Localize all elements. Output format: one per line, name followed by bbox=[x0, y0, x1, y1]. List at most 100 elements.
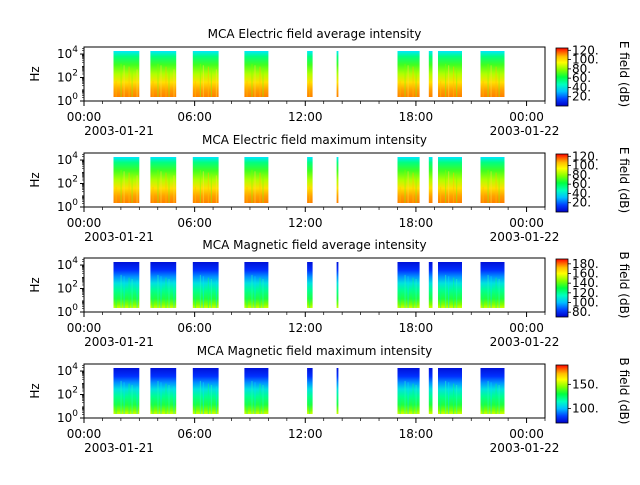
spectrogram-streak bbox=[259, 277, 261, 308]
x-tick-label: 12:00 bbox=[288, 321, 323, 335]
colorbar-tick-label: 80. bbox=[572, 168, 591, 182]
spectrogram-streak bbox=[453, 383, 455, 414]
spectrogram-streak bbox=[123, 276, 125, 308]
spectrogram-streak bbox=[173, 386, 175, 414]
spectrogram-streak bbox=[445, 169, 447, 203]
spectrogram-streak bbox=[128, 277, 130, 308]
spectrogram-streak bbox=[152, 397, 154, 414]
x-tick-label: 06:00 bbox=[177, 427, 212, 441]
spectrogram-streak bbox=[415, 385, 417, 414]
spectrogram-block bbox=[244, 368, 269, 414]
spectrogram-streak bbox=[487, 169, 489, 203]
spectrogram-block bbox=[192, 262, 219, 308]
spectrogram-streak bbox=[160, 171, 162, 203]
spectrogram-streak bbox=[440, 80, 442, 97]
spectrogram-streak bbox=[160, 276, 162, 308]
spectrogram-block bbox=[150, 157, 177, 203]
colorbar-tick-label: 120. bbox=[572, 149, 599, 163]
spectrogram-streak bbox=[412, 66, 414, 97]
spectrogram-block bbox=[113, 368, 140, 414]
spectrogram-block bbox=[480, 262, 505, 308]
spectrogram-streak bbox=[399, 291, 401, 308]
spectrogram-block bbox=[480, 51, 505, 97]
colorbar-tick-label: 120. bbox=[572, 286, 599, 300]
spectrogram-streak bbox=[136, 280, 138, 308]
spectrogram-streak bbox=[136, 175, 138, 203]
chart-panel-4: MCA Magnetic field maximum intensity Hz 10… bbox=[28, 344, 631, 455]
spectrogram-block bbox=[438, 262, 462, 308]
spectrogram-streak bbox=[254, 65, 256, 97]
spectrogram-streak bbox=[495, 172, 497, 203]
x-tick-label: 18:00 bbox=[399, 110, 434, 124]
spectrogram-streak bbox=[399, 397, 401, 414]
spectrogram-streak bbox=[251, 274, 253, 308]
spectrogram-streak bbox=[448, 276, 450, 308]
x-tick-label: 00:00 bbox=[67, 427, 102, 441]
colorbar bbox=[555, 47, 569, 107]
x-end-date: 2003-01-22 bbox=[490, 230, 560, 244]
spectrogram-streak bbox=[207, 277, 209, 308]
colorbar-tick-label: 40. bbox=[572, 80, 591, 94]
colorbar bbox=[555, 364, 569, 424]
spectrogram-streak bbox=[487, 380, 489, 414]
y-tick-label: 104 bbox=[57, 362, 78, 378]
colorbar-tick-label: 160. bbox=[572, 267, 599, 281]
panel-title: MCA Magnetic field average intensity bbox=[202, 238, 426, 252]
y-axis-label: Hz bbox=[28, 172, 42, 187]
spectrogram-streak bbox=[259, 172, 261, 203]
colorbar-label: E field (dB) bbox=[617, 147, 631, 213]
spectrogram-streak bbox=[262, 279, 264, 308]
spectrogram-streak bbox=[210, 68, 212, 97]
chart-panel-1: MCA Electric field average intensity Hz 10… bbox=[28, 27, 631, 138]
spectrogram-streak bbox=[309, 80, 311, 97]
x-end-date: 2003-01-22 bbox=[490, 441, 560, 455]
spectrogram-block bbox=[244, 157, 269, 203]
colorbar-tick-label: 100. bbox=[572, 159, 599, 173]
y-tick-exponent: 0 bbox=[72, 198, 78, 208]
spectrogram-streak bbox=[404, 169, 406, 203]
spectrogram-streak bbox=[404, 380, 406, 414]
colorbar-tick-label: 60. bbox=[572, 71, 591, 85]
panel-title: MCA Electric field maximum intensity bbox=[202, 133, 427, 147]
spectrogram-streak bbox=[399, 186, 401, 203]
spectrogram-streak bbox=[453, 172, 455, 203]
spectrogram-streak bbox=[404, 274, 406, 308]
spectrogram-streak bbox=[207, 383, 209, 414]
x-tick-label: 18:00 bbox=[399, 216, 434, 230]
colorbar-tick-label: 120. bbox=[572, 43, 599, 57]
colorbar bbox=[555, 153, 569, 213]
spectrogram-streak bbox=[136, 69, 138, 97]
spectrogram-streak bbox=[407, 171, 409, 203]
y-tick-exponent: 4 bbox=[72, 362, 78, 372]
spectrogram-streak bbox=[168, 279, 170, 308]
spectrogram-streak bbox=[123, 171, 125, 203]
spectrogram-streak bbox=[415, 68, 417, 97]
y-tick-label: 102 bbox=[57, 386, 78, 402]
spectrogram-streak bbox=[207, 66, 209, 97]
x-tick-label: 12:00 bbox=[288, 427, 323, 441]
spectrogram-streak bbox=[131, 279, 133, 308]
x-tick-label: 00:00 bbox=[67, 321, 102, 335]
y-tick-exponent: 4 bbox=[72, 45, 78, 55]
spectrogram-streak bbox=[399, 80, 401, 97]
x-tick-label: 00:00 bbox=[509, 216, 544, 230]
spectrogram-block bbox=[336, 157, 339, 203]
spectrogram-streak bbox=[199, 169, 201, 203]
spectrogram-streak bbox=[210, 174, 212, 203]
spectrogram-block bbox=[113, 51, 140, 97]
y-axis-label: Hz bbox=[28, 383, 42, 398]
x-tick-label: 06:00 bbox=[177, 110, 212, 124]
spectrogram-streak bbox=[440, 291, 442, 308]
spectrogram-streak bbox=[412, 383, 414, 414]
spectrogram-block bbox=[397, 262, 420, 308]
spectrogram-streak bbox=[168, 68, 170, 97]
spectrogram-streak bbox=[165, 383, 167, 414]
spectrogram-block bbox=[438, 157, 462, 203]
spectrogram-streak bbox=[128, 66, 130, 97]
chart-panel-3: MCA Magnetic field average intensity Hz 10… bbox=[28, 238, 631, 349]
spectrogram-streak bbox=[407, 276, 409, 308]
spectrogram-streak bbox=[309, 397, 311, 414]
spectrogram-streak bbox=[115, 291, 117, 308]
spectrogram-streak bbox=[259, 66, 261, 97]
